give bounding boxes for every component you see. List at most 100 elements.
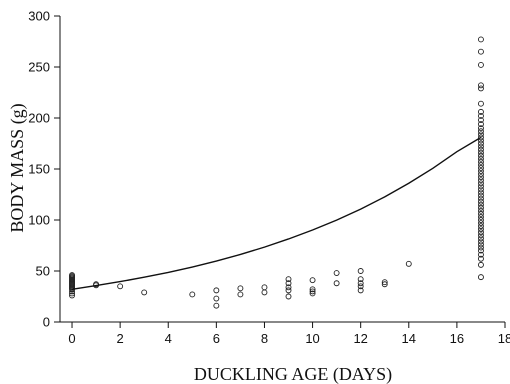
data-point: [478, 128, 484, 135]
data-point: [285, 276, 292, 283]
data-point: [189, 291, 196, 298]
data-point: [478, 255, 484, 262]
data-point: [478, 168, 484, 174]
data-point: [478, 247, 484, 254]
data-point: [213, 302, 220, 309]
data-point: [478, 155, 484, 162]
data-point: [478, 226, 484, 233]
x-tick-label: 12: [353, 331, 367, 346]
data-point: [478, 210, 484, 217]
y-tick-label: 100: [28, 213, 50, 228]
data-point: [478, 134, 484, 141]
x-tick-label: 16: [450, 331, 464, 346]
x-tick-label: 2: [117, 331, 124, 346]
data-point: [261, 289, 268, 296]
x-tick-label: 0: [68, 331, 75, 346]
data-point: [478, 108, 484, 115]
data-point: [478, 131, 484, 138]
data-point: [478, 82, 484, 89]
data-point: [478, 146, 484, 153]
data-point: [478, 36, 484, 43]
x-tick-label: 8: [261, 331, 268, 346]
data-point: [333, 270, 340, 276]
data-point: [357, 276, 364, 283]
y-tick-label: 200: [28, 111, 50, 126]
data-point: [357, 280, 364, 287]
data-point: [478, 48, 484, 55]
data-point: [478, 152, 484, 159]
data-point: [478, 180, 484, 187]
data-point: [357, 287, 364, 294]
data-point: [213, 287, 220, 294]
data-point: [478, 161, 484, 168]
data-point: [478, 229, 484, 236]
data-point: [478, 207, 484, 214]
data-point: [478, 251, 484, 258]
data-point: [69, 292, 75, 299]
x-tick-label: 18: [498, 331, 510, 346]
data-point: [478, 198, 484, 205]
data-point: [237, 291, 244, 298]
data-point: [213, 295, 220, 302]
data-point: [478, 244, 484, 251]
data-point: [478, 85, 484, 92]
data-point: [478, 125, 484, 132]
data-point: [478, 213, 484, 220]
data-point: [333, 280, 340, 287]
data-point: [309, 290, 316, 297]
axes: 0 50 100 150 200 250 300 0 2 4 6 8 10 12 14 16 18: [28, 9, 510, 347]
data-point: [478, 100, 484, 107]
data-point: [357, 283, 364, 290]
data-point: [478, 165, 484, 171]
y-axis-label: BODY MASS (g): [7, 103, 28, 232]
x-tick-label: 6: [213, 331, 220, 346]
data-point: [478, 241, 484, 248]
data-point: [478, 62, 484, 68]
x-axis-label: DUCKLING AGE (DAYS): [194, 364, 392, 384]
data-point: [478, 174, 484, 181]
y-tick-label: 300: [28, 9, 50, 24]
x-tick-label: 10: [305, 331, 319, 346]
data-point: [357, 268, 364, 274]
x-tick-label: 14: [402, 331, 416, 346]
data-point: [478, 204, 484, 211]
data-point: [478, 223, 484, 230]
data-point: [478, 201, 484, 208]
data-point: [478, 220, 484, 227]
y-tick-label: 250: [28, 60, 50, 75]
data-point: [478, 217, 484, 223]
data-point: [478, 158, 484, 165]
growth-curve: [71, 136, 482, 291]
data-point: [285, 284, 292, 291]
data-point: [478, 186, 484, 193]
data-point: [381, 281, 388, 288]
data-point: [237, 285, 244, 292]
data-point: [285, 293, 292, 300]
data-point: [478, 189, 484, 196]
data-point: [69, 272, 75, 279]
data-point: [478, 117, 484, 123]
x-tick-label: 4: [165, 331, 172, 346]
data-point: [309, 277, 316, 284]
data-point: [478, 235, 484, 242]
data-point: [285, 287, 292, 294]
data-point: [478, 121, 484, 128]
y-tick-label: 150: [28, 162, 50, 177]
data-point: [285, 280, 292, 287]
data-point: [381, 279, 388, 286]
data-point: [478, 195, 484, 202]
data-point: [478, 274, 484, 281]
data-point: [478, 140, 484, 147]
data-point: [478, 183, 484, 190]
y-tick-label: 0: [43, 315, 50, 330]
data-point: [93, 281, 100, 288]
data-point: [478, 192, 484, 199]
data-point: [478, 149, 484, 156]
data-point: [478, 238, 484, 245]
data-point: [478, 261, 484, 268]
data-point: [141, 289, 148, 296]
data-point: [478, 177, 484, 184]
data-point: [478, 113, 484, 119]
data-point: [478, 143, 484, 150]
